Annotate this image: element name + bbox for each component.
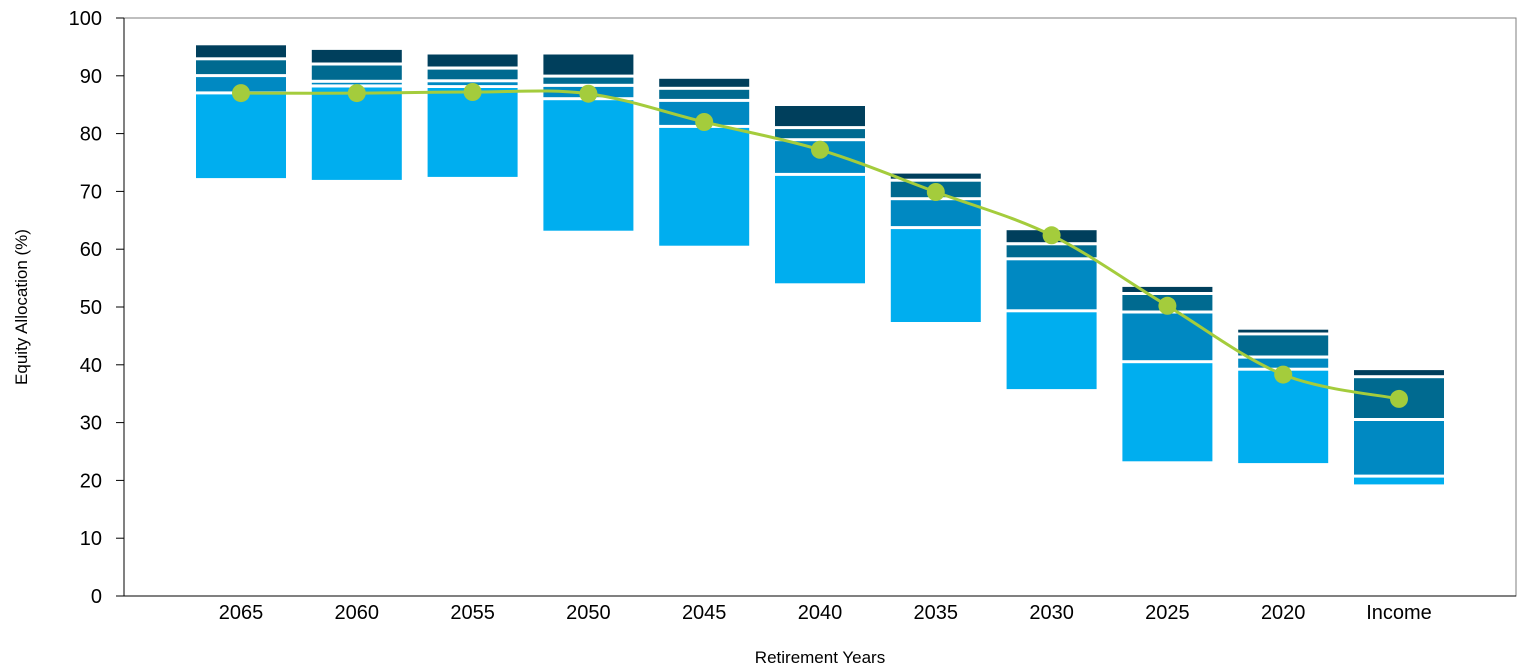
- x-tick-label: 2055: [450, 602, 495, 624]
- bar-segment-4: [775, 106, 865, 127]
- line-layer: [232, 83, 1408, 408]
- y-tick-label: 0: [91, 586, 102, 608]
- bar-segment-4: [311, 49, 402, 63]
- line-point-2065: [232, 84, 250, 103]
- bar-stack-2065: [196, 45, 286, 179]
- bar-stack-2050: [543, 54, 634, 231]
- bar-segment-3: [427, 69, 518, 80]
- bar-segment-4: [890, 173, 981, 179]
- bar-segment-1: [543, 100, 634, 231]
- bar-segment-4: [196, 45, 286, 58]
- y-tick-label: 20: [80, 470, 102, 492]
- bar-segment-2: [311, 82, 402, 85]
- x-tick-label: Income: [1366, 602, 1432, 624]
- line-point-2045: [695, 113, 714, 131]
- bar-stack-2035: [890, 173, 981, 322]
- bar-segment-1: [1122, 363, 1213, 462]
- x-tick-label: 2035: [914, 602, 959, 624]
- y-axis-title: Equity Allocation (%): [12, 229, 31, 385]
- bar-segment-2: [1122, 313, 1213, 361]
- bar-segment-3: [775, 129, 865, 139]
- bar-stack-2020: [1238, 329, 1329, 464]
- bar-segment-3: [196, 60, 286, 75]
- line-point-2030: [1042, 226, 1061, 245]
- line-point-2040: [811, 140, 829, 159]
- line-point-2035: [926, 183, 945, 201]
- bar-stack-2055: [427, 54, 518, 177]
- bar-segment-2: [890, 200, 981, 227]
- y-tick-label: 10: [80, 528, 102, 550]
- bar-segment-1: [1354, 477, 1444, 485]
- bar-segment-2: [1238, 358, 1329, 368]
- y-tick-label: 60: [80, 239, 102, 261]
- x-tick-label: 2020: [1261, 602, 1306, 624]
- bar-segment-1: [427, 88, 518, 177]
- bar-segment-3: [1006, 245, 1097, 258]
- bar-segment-3: [543, 77, 634, 84]
- x-tick-label: 2040: [798, 602, 843, 624]
- line-point-income: [1390, 389, 1408, 408]
- x-tick-label: 2030: [1029, 602, 1074, 624]
- line-point-2055: [463, 83, 482, 101]
- bar-segment-4: [543, 54, 634, 75]
- line-point-2025: [1158, 296, 1177, 315]
- equity-line: [240, 89, 1400, 401]
- bar-segment-2: [1354, 421, 1444, 475]
- bar-segment-1: [1238, 370, 1329, 464]
- bar-segment-3: [1238, 335, 1329, 356]
- bar-segment-1: [890, 229, 981, 322]
- x-tick-label: 2025: [1145, 602, 1190, 624]
- x-tick-label: 2060: [335, 602, 380, 624]
- bar-stack-income: [1354, 370, 1444, 485]
- bar-stack-2025: [1122, 286, 1213, 462]
- bar-segment-4: [1238, 329, 1329, 333]
- y-tick-label: 40: [80, 355, 102, 377]
- bar-segment-4: [427, 54, 518, 67]
- x-tick-label: 2045: [682, 602, 727, 624]
- bar-segment-3: [659, 89, 750, 99]
- bar-segment-1: [659, 127, 750, 246]
- bar-segment-1: [311, 87, 402, 180]
- bar-segment-2: [1006, 260, 1097, 310]
- y-tick-label: 90: [80, 66, 102, 88]
- bar-segment-1: [196, 94, 286, 179]
- x-tick-label: 2050: [566, 602, 611, 624]
- bar-segment-4: [1354, 370, 1444, 376]
- line-point-2050: [579, 84, 598, 103]
- bar-segment-3: [311, 65, 402, 80]
- y-tick-label: 100: [69, 8, 102, 30]
- bar-stack-2045: [659, 78, 750, 246]
- bar-segment-4: [1122, 286, 1213, 292]
- line-point-2060: [347, 84, 366, 103]
- bar-segment-1: [1006, 312, 1097, 390]
- x-axis: 2065 2060 2055 2050 2045 2040 2035 2030 2025 2020…: [124, 595, 1516, 624]
- bar-stack-2060: [311, 49, 402, 180]
- line-point-2020: [1274, 365, 1293, 384]
- bar-segment-4: [659, 78, 750, 87]
- y-axis: 0 10 20 30 40 50 60 70 80 90 100: [69, 8, 125, 608]
- bar-stack-2040: [775, 106, 865, 284]
- x-axis-title: Retirement Years: [755, 648, 885, 667]
- bars-group: [196, 45, 1444, 485]
- bar-segment-1: [775, 175, 865, 284]
- y-tick-label: 70: [80, 181, 102, 203]
- x-tick-label: 2065: [219, 602, 264, 624]
- y-tick-label: 30: [80, 413, 102, 435]
- y-tick-label: 50: [80, 297, 102, 319]
- y-tick-label: 80: [80, 124, 102, 146]
